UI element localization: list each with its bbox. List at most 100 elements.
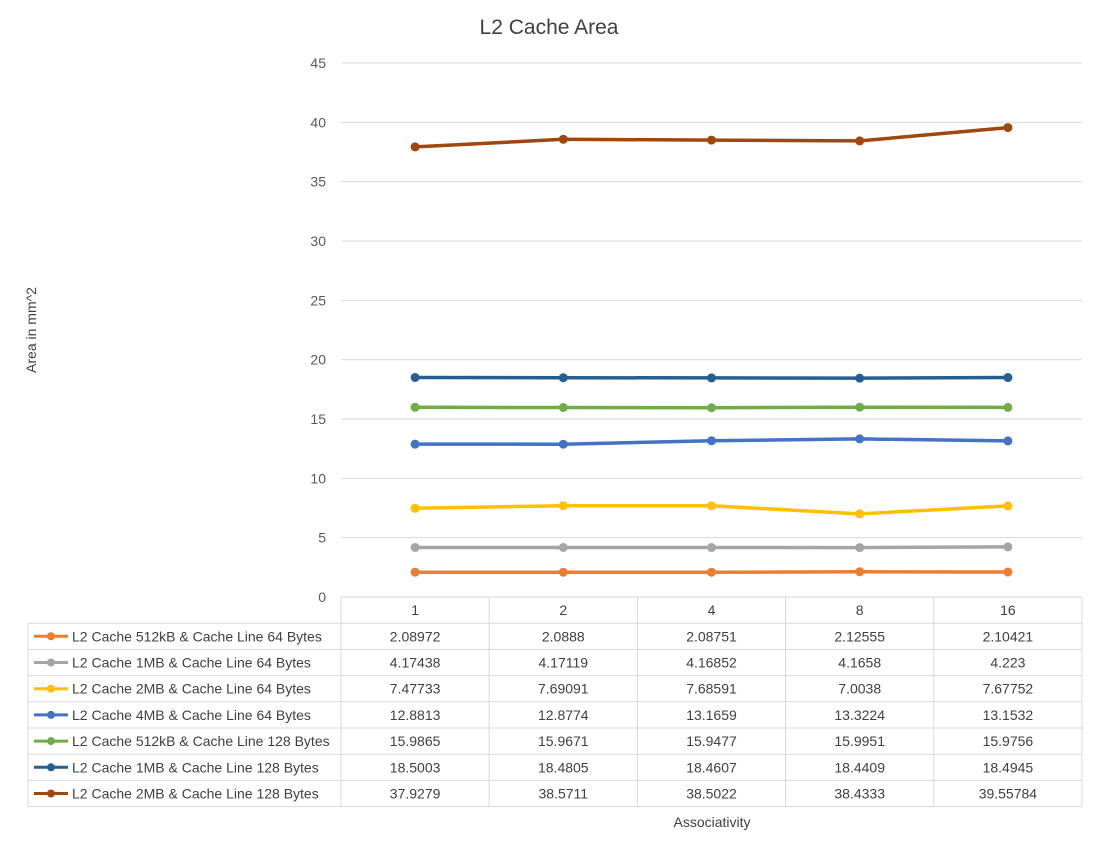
data-point [558, 403, 568, 413]
x-tick-label: 1 [411, 602, 419, 618]
legend-entry: L2 Cache 512kB & Cache Line 128 Bytes [72, 733, 330, 749]
data-point [558, 373, 568, 383]
series [410, 402, 1013, 413]
data-cell: 18.4409 [834, 759, 885, 775]
data-cell: 13.1532 [983, 707, 1034, 723]
data-point [558, 543, 568, 553]
y-tick-label: 25 [310, 292, 326, 308]
data-point [1003, 542, 1013, 552]
data-point [707, 501, 716, 511]
legend-key-marker [47, 710, 55, 719]
data-point [1003, 436, 1013, 446]
y-tick-label: 15 [310, 411, 326, 427]
data-point [410, 439, 420, 449]
legend-entry: L2 Cache 1MB & Cache Line 64 Bytes [72, 655, 311, 671]
data-point [1003, 402, 1013, 412]
data-cell: 18.4805 [538, 759, 589, 775]
data-cell: 4.223 [990, 655, 1025, 671]
data-cell: 13.1659 [686, 707, 737, 723]
data-cell: 18.4945 [983, 759, 1034, 775]
legend-entry: L2 Cache 2MB & Cache Line 64 Bytes [72, 681, 311, 697]
data-cell: 15.9865 [390, 733, 441, 749]
data-point [855, 543, 865, 553]
y-tick-label: 45 [310, 55, 326, 71]
x-axis-label: Associativity [673, 814, 750, 830]
data-point [410, 372, 420, 382]
legend-key-marker [47, 763, 55, 772]
y-axis-label: Area in mm^2 [23, 287, 39, 373]
data-point [855, 509, 865, 519]
legend-key-marker [47, 737, 55, 746]
data-cell: 38.5711 [539, 786, 589, 802]
data-point [707, 403, 716, 413]
data-cell: 4.17438 [390, 655, 441, 671]
data-point [855, 373, 865, 383]
legend-entry: L2 Cache 4MB & Cache Line 64 Bytes [72, 707, 311, 723]
series [410, 123, 1013, 152]
data-cell: 2.08972 [390, 628, 441, 644]
data-cell: 18.4607 [686, 759, 737, 775]
data-cell: 15.9756 [983, 733, 1034, 749]
data-point [410, 542, 420, 552]
data-cell: 13.3224 [834, 707, 885, 723]
legend-key-marker [47, 789, 55, 798]
data-point [707, 567, 716, 577]
data-point [558, 439, 568, 449]
y-tick-label: 40 [310, 114, 326, 130]
y-tick-label: 35 [310, 174, 326, 190]
legend-key-marker [47, 658, 55, 667]
data-table: 1 2 4 8 16 L2 Cache 512kB & Cache Line 64 Byt… [27, 596, 1083, 808]
data-cell: 2.0888 [542, 628, 585, 644]
data-cell: 15.9477 [686, 733, 737, 749]
y-tick-label: 5 [318, 530, 326, 546]
series [410, 567, 1013, 577]
legend-key-marker [47, 684, 55, 693]
data-cell: 7.47733 [390, 681, 441, 697]
data-point [1003, 567, 1013, 577]
data-point [707, 373, 716, 383]
data-cell: 38.4333 [834, 786, 885, 802]
y-tick-label: 10 [310, 470, 326, 486]
data-point [410, 503, 420, 513]
data-point [410, 142, 420, 152]
legend-key-marker [47, 632, 55, 641]
data-point [558, 134, 568, 144]
data-point [707, 135, 716, 145]
data-cell: 7.69091 [538, 681, 589, 697]
data-point [558, 567, 568, 577]
data-cell: 15.9671 [538, 733, 589, 749]
series-lines [410, 123, 1013, 577]
legend-entry: L2 Cache 1MB & Cache Line 128 Bytes [72, 759, 319, 775]
x-tick-label: 8 [856, 602, 864, 618]
data-cell: 7.67752 [983, 681, 1034, 697]
data-point [558, 501, 568, 511]
data-cell: 12.8813 [390, 707, 441, 723]
y-tick-label: 20 [310, 352, 326, 368]
y-tick-label: 0 [318, 589, 326, 605]
data-cell: 15.9951 [834, 733, 885, 749]
data-point [855, 567, 865, 577]
data-cell: 4.16852 [686, 655, 737, 671]
x-tick-label: 16 [1000, 602, 1016, 618]
x-tick-label: 2 [559, 602, 567, 618]
data-point [855, 136, 865, 146]
data-cell: 2.10421 [983, 628, 1034, 644]
data-cell: 2.12555 [834, 628, 885, 644]
y-axis-ticks: 0 5 10 15 20 25 30 35 40 45 [310, 55, 326, 605]
data-point [707, 543, 716, 553]
y-tick-label: 30 [310, 233, 326, 249]
series [410, 372, 1013, 383]
series [410, 501, 1013, 519]
legend-entry: L2 Cache 512kB & Cache Line 64 Bytes [72, 628, 322, 644]
data-point [410, 567, 420, 577]
data-cell: 7.0038 [838, 681, 881, 697]
data-cell: 37.9279 [390, 786, 441, 802]
data-cell: 39.55784 [979, 786, 1038, 802]
data-point [855, 402, 865, 412]
chart-title: L2 Cache Area [480, 16, 619, 39]
data-cell: 38.5022 [686, 786, 737, 802]
x-tick-label: 4 [708, 602, 716, 618]
legend-entry: L2 Cache 2MB & Cache Line 128 Bytes [72, 786, 319, 802]
data-cell: 12.8774 [538, 707, 589, 723]
